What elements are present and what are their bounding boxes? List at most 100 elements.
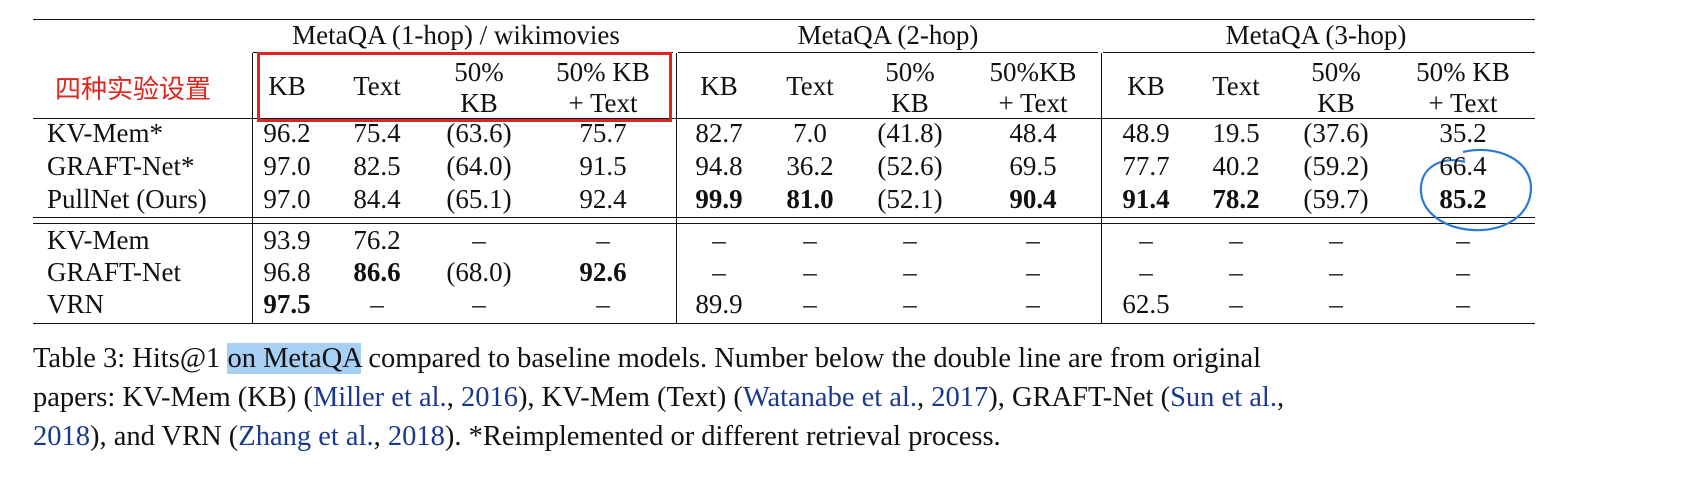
table-cell: 40.2 (1212, 151, 1260, 181)
col-header-50kb: 50% KB (885, 57, 935, 118)
table-cell: – (472, 289, 486, 319)
table-cell: – (1329, 225, 1343, 255)
citation-link[interactable]: 2017 (931, 382, 989, 413)
table-cell: – (1229, 289, 1243, 319)
caption-line-3: 2018), and VRN (Zhang et al., 2018). *Re… (33, 421, 1001, 452)
table-cell: 62.5 (1122, 289, 1170, 319)
citation-link[interactable]: Miller et al. (312, 382, 447, 413)
row-label: PullNet (Ours) (47, 184, 207, 214)
table-cell: – (1456, 225, 1470, 255)
table-cell: – (1026, 257, 1040, 287)
caption-text: compared to baseline models. Number belo… (361, 343, 1262, 374)
table-cell: 85.2 (1439, 184, 1487, 214)
table-cell: – (903, 289, 917, 319)
caption-text: Table 3: Hits@1 (33, 343, 228, 374)
col-header-50kb: 50% KB (454, 57, 504, 118)
caption-text: ). *Reimplemented or different retrieval… (444, 421, 1001, 452)
table-cell: 96.8 (263, 257, 311, 287)
table-cell: 75.4 (353, 118, 401, 148)
table-cell: 75.7 (579, 118, 627, 148)
table-cell: 78.2 (1212, 184, 1260, 214)
table-cell: – (712, 257, 726, 287)
caption-text: ), and VRN ( (90, 421, 239, 452)
col-header-kb: KB (700, 71, 738, 101)
table-cell: – (596, 225, 610, 255)
table-cell: – (1456, 257, 1470, 287)
table-cell: 94.8 (695, 151, 743, 181)
caption-text: ), GRAFT-Net ( (988, 382, 1171, 413)
annotation-note: 四种实验设置 (55, 75, 212, 105)
citation-link[interactable]: 2018 (387, 421, 445, 452)
table-cell: 97.5 (263, 289, 311, 319)
table-cell: 82.7 (695, 118, 743, 148)
caption-line-1: Table 3: Hits@1 on MetaQA compared to ba… (33, 343, 1262, 374)
table-cell: 91.4 (1122, 184, 1170, 214)
table-cell: – (803, 257, 817, 287)
row-label: GRAFT-Net (47, 257, 182, 287)
table-cell: (52.6) (877, 151, 943, 181)
table-cell: – (472, 225, 486, 255)
table-cell: (63.6) (446, 118, 512, 148)
table-cell: 91.5 (579, 151, 627, 181)
table-cell: 97.0 (263, 184, 311, 214)
table-cell: 35.2 (1439, 118, 1487, 148)
row-label: KV-Mem (47, 225, 150, 255)
table-cell: (59.2) (1303, 151, 1369, 181)
table-cell: 36.2 (786, 151, 834, 181)
double-rule-upper (33, 217, 1535, 219)
table-cell: – (712, 225, 726, 255)
caption-text: , (373, 421, 388, 452)
highlight-box (257, 52, 672, 122)
col-header-50kb: 50% KB (1311, 57, 1361, 118)
col-header-text: Text (1212, 71, 1260, 101)
table-cell: 77.7 (1122, 151, 1170, 181)
row-label: GRAFT-Net* (47, 151, 195, 181)
col-header-text: Text (786, 71, 834, 101)
table-cell: 19.5 (1212, 118, 1260, 148)
citation-link[interactable]: Zhang et al. (238, 421, 374, 452)
table-cell: 48.4 (1009, 118, 1057, 148)
bottom-rule (33, 323, 1535, 325)
citation-link[interactable]: Sun et al. (1170, 382, 1277, 413)
table-cell: – (596, 289, 610, 319)
caption-text: , (1276, 382, 1285, 413)
vrule-1 (252, 53, 254, 323)
table-cell: – (1229, 225, 1243, 255)
table-cell: 90.4 (1009, 184, 1057, 214)
double-rule-lower (33, 223, 1535, 225)
table-cell: 48.9 (1122, 118, 1170, 148)
table-cell: – (1229, 257, 1243, 287)
citation-link[interactable]: 2016 (460, 382, 518, 413)
caption-line-2: papers: KV-Mem (KB) (Miller et al., 2016… (33, 382, 1285, 413)
caption-text: , (917, 382, 932, 413)
table-cell: 82.5 (353, 151, 401, 181)
hand-drawn-circle (1419, 148, 1533, 232)
table-cell: 96.2 (263, 118, 311, 148)
group-rule-2 (678, 52, 1098, 54)
vrule-3 (1101, 53, 1103, 323)
vrule-2 (676, 53, 678, 323)
row-label: VRN (47, 289, 105, 319)
top-rule (33, 19, 1535, 21)
table-cell: 97.0 (263, 151, 311, 181)
caption-text: papers: KV-Mem (KB) ( (33, 382, 313, 413)
table-cell: 81.0 (786, 184, 834, 214)
table-cell: – (1026, 289, 1040, 319)
table-cell: – (803, 225, 817, 255)
col-header-kb: KB (1127, 71, 1165, 101)
table-cell: (37.6) (1303, 118, 1369, 148)
table-cell: 66.4 (1439, 151, 1487, 181)
table-cell: 7.0 (793, 118, 827, 148)
table-cell: 84.4 (353, 184, 401, 214)
header-rule (33, 118, 1535, 120)
table-cell: 89.9 (695, 289, 743, 319)
citation-link[interactable]: 2018 (33, 421, 90, 452)
table-cell: (52.1) (877, 184, 943, 214)
citation-link[interactable]: Watanabe et al. (742, 382, 917, 413)
table-cell: 86.6 (353, 257, 401, 287)
col-header-kb: KB (268, 71, 306, 101)
table-cell: – (1139, 225, 1153, 255)
table-cell: – (1456, 289, 1470, 319)
group-header-1hop: MetaQA (1-hop) / wikimovies (292, 20, 620, 50)
